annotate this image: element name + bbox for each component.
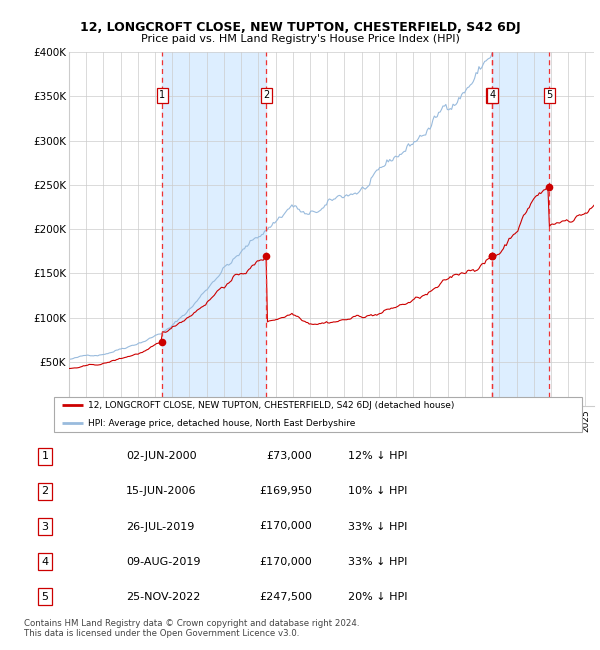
Text: 1: 1 bbox=[159, 90, 166, 100]
Text: £247,500: £247,500 bbox=[259, 592, 312, 602]
Text: £169,950: £169,950 bbox=[259, 486, 312, 497]
Bar bbox=[162, 52, 266, 406]
Text: Price paid vs. HM Land Registry's House Price Index (HPI): Price paid vs. HM Land Registry's House … bbox=[140, 34, 460, 44]
Text: HPI: Average price, detached house, North East Derbyshire: HPI: Average price, detached house, Nort… bbox=[88, 419, 356, 428]
Text: £170,000: £170,000 bbox=[259, 521, 312, 532]
Text: 5: 5 bbox=[546, 90, 553, 100]
Text: 02-JUN-2000: 02-JUN-2000 bbox=[126, 451, 197, 462]
Text: 33% ↓ HPI: 33% ↓ HPI bbox=[348, 521, 407, 532]
Text: 2: 2 bbox=[41, 486, 49, 497]
Text: 3: 3 bbox=[41, 521, 49, 532]
Text: 15-JUN-2006: 15-JUN-2006 bbox=[126, 486, 197, 497]
Text: £73,000: £73,000 bbox=[266, 451, 312, 462]
Text: 4: 4 bbox=[490, 90, 496, 100]
Text: 12% ↓ HPI: 12% ↓ HPI bbox=[348, 451, 407, 462]
Text: 20% ↓ HPI: 20% ↓ HPI bbox=[348, 592, 407, 602]
Text: 12, LONGCROFT CLOSE, NEW TUPTON, CHESTERFIELD, S42 6DJ (detached house): 12, LONGCROFT CLOSE, NEW TUPTON, CHESTER… bbox=[88, 401, 455, 410]
Text: 10% ↓ HPI: 10% ↓ HPI bbox=[348, 486, 407, 497]
Text: 1: 1 bbox=[41, 451, 49, 462]
Text: 25-NOV-2022: 25-NOV-2022 bbox=[126, 592, 200, 602]
Text: 5: 5 bbox=[41, 592, 49, 602]
Bar bbox=[493, 52, 549, 406]
Text: £170,000: £170,000 bbox=[259, 556, 312, 567]
Text: 4: 4 bbox=[41, 556, 49, 567]
Text: 26-JUL-2019: 26-JUL-2019 bbox=[126, 521, 194, 532]
FancyBboxPatch shape bbox=[54, 396, 582, 432]
Text: 33% ↓ HPI: 33% ↓ HPI bbox=[348, 556, 407, 567]
Text: 3: 3 bbox=[489, 90, 495, 100]
Text: 12, LONGCROFT CLOSE, NEW TUPTON, CHESTERFIELD, S42 6DJ: 12, LONGCROFT CLOSE, NEW TUPTON, CHESTER… bbox=[80, 21, 520, 34]
Text: 09-AUG-2019: 09-AUG-2019 bbox=[126, 556, 200, 567]
Text: 2: 2 bbox=[263, 90, 269, 100]
Text: Contains HM Land Registry data © Crown copyright and database right 2024.
This d: Contains HM Land Registry data © Crown c… bbox=[24, 619, 359, 638]
